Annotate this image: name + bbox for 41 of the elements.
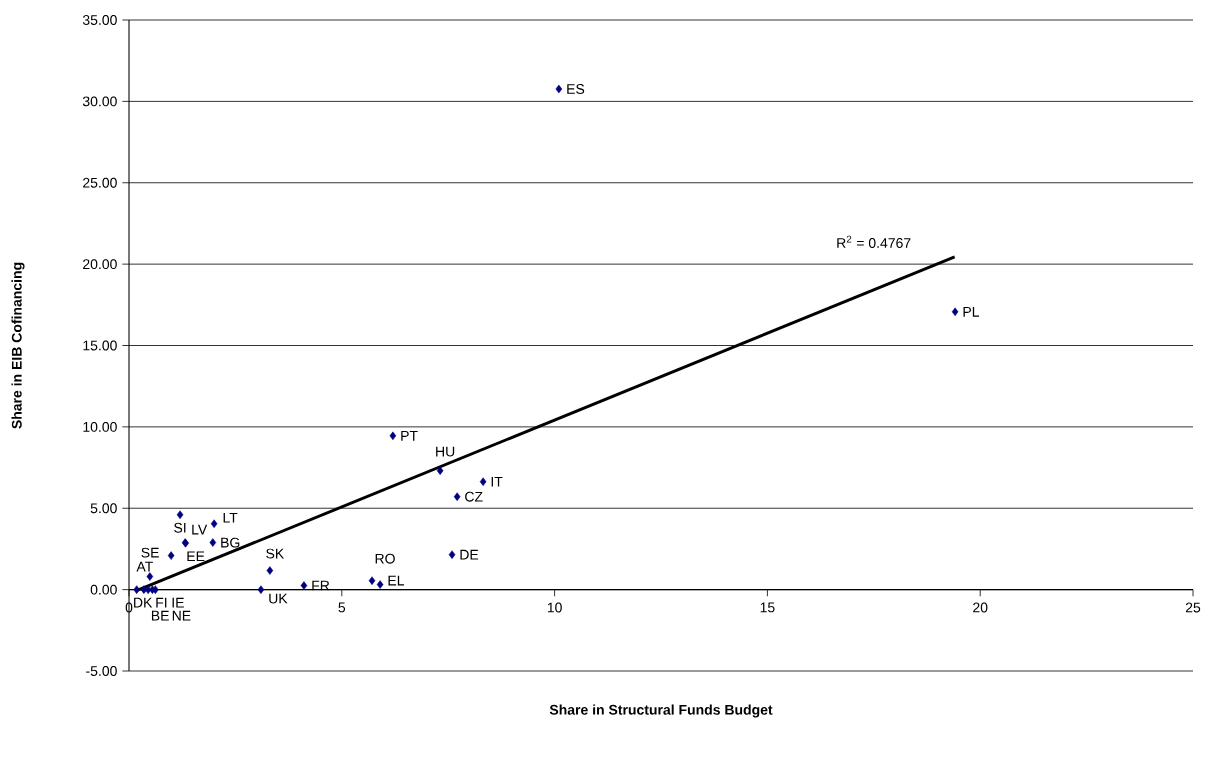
annotation: IT	[491, 476, 503, 487]
x-tick-label: 0	[125, 602, 133, 613]
annotation: IE	[172, 597, 184, 608]
annotation: FI	[156, 597, 167, 608]
annotation: SI	[174, 522, 186, 533]
annotation: PT	[401, 431, 418, 441]
annotation: DK	[134, 597, 153, 608]
annotation: R$^{2}$ = 0.4767	[837, 235, 911, 248]
annotation: BE	[151, 610, 169, 621]
annotation: AT	[136, 561, 153, 572]
annotation: BG	[221, 537, 240, 548]
annotation: UK	[269, 593, 288, 604]
x-tick-label: 15	[760, 602, 775, 613]
x-tick-label: 20	[973, 602, 988, 613]
y-tick-label: 0.00	[90, 584, 117, 595]
y-tick-label: -5.00	[86, 666, 117, 676]
y-tick-label: 15.00	[83, 340, 117, 351]
y-tick-label: 25.00	[83, 177, 117, 188]
annotation: HU	[436, 446, 455, 457]
x-tick-label: 5	[338, 602, 346, 613]
annotation: DE	[460, 549, 479, 560]
annotation: EL	[388, 575, 405, 586]
y-tick-label: 10.00	[83, 421, 117, 432]
y-tick-label: 35.00	[82, 15, 117, 25]
x-tick-label: 25	[1185, 602, 1201, 613]
annotation: EE	[187, 551, 205, 562]
annotation: NE	[172, 610, 191, 621]
annotation: PL	[963, 307, 980, 317]
annotation: RO	[375, 553, 395, 564]
annotation: SE	[141, 547, 159, 558]
y-tick-label: 5.00	[90, 503, 117, 514]
annotation: LT	[223, 512, 238, 523]
annotation: LV	[192, 524, 208, 535]
y-tick-label: 20.00	[83, 259, 117, 270]
y-tick-label: 30.00	[82, 96, 117, 107]
x-tick-label: 10	[547, 602, 562, 613]
y-axis-title: Share in EIB Cofinancing	[11, 262, 25, 429]
annotation: SK	[266, 548, 285, 559]
annotation: CZ	[465, 491, 483, 502]
x-axis-title: Share in Structural Funds Budget	[549, 704, 773, 718]
annotation: ES	[567, 84, 585, 94]
